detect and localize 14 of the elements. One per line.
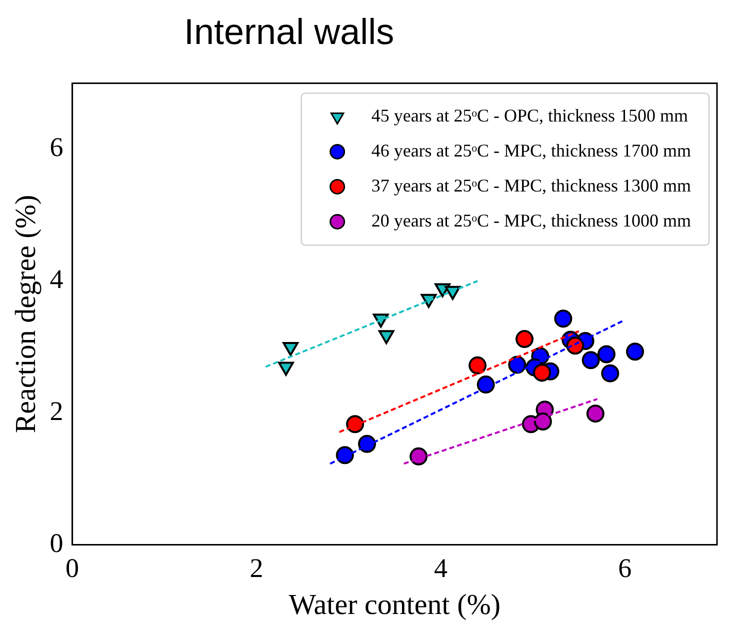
legend-label: 37 years at 25ᵒC - MPC, thickness 1300 mm (371, 175, 692, 196)
x-axis-title: Water content (%) (288, 589, 501, 622)
y-tick-label: 2 (50, 396, 64, 426)
y-tick-label: 4 (50, 264, 64, 294)
x-tick-label: 6 (618, 553, 632, 584)
legend-label: 46 years at 25ᵒC - MPC, thickness 1700 mm (371, 140, 692, 160)
legend-label: 20 years at 25ᵒC - MPC, thickness 1000 mm (371, 210, 692, 230)
y-axis-title: Reaction degree (%) (10, 194, 42, 434)
y-tick-label: 6 (50, 132, 64, 162)
legend-label: 45 years at 25ᵒC - OPC, thickness 1500 mm (371, 105, 688, 126)
y-tick-label: 0 (50, 528, 64, 558)
chart-title: Internal walls (183, 10, 396, 54)
x-tick-label: 2 (250, 553, 264, 584)
x-tick-label: 4 (434, 553, 448, 584)
